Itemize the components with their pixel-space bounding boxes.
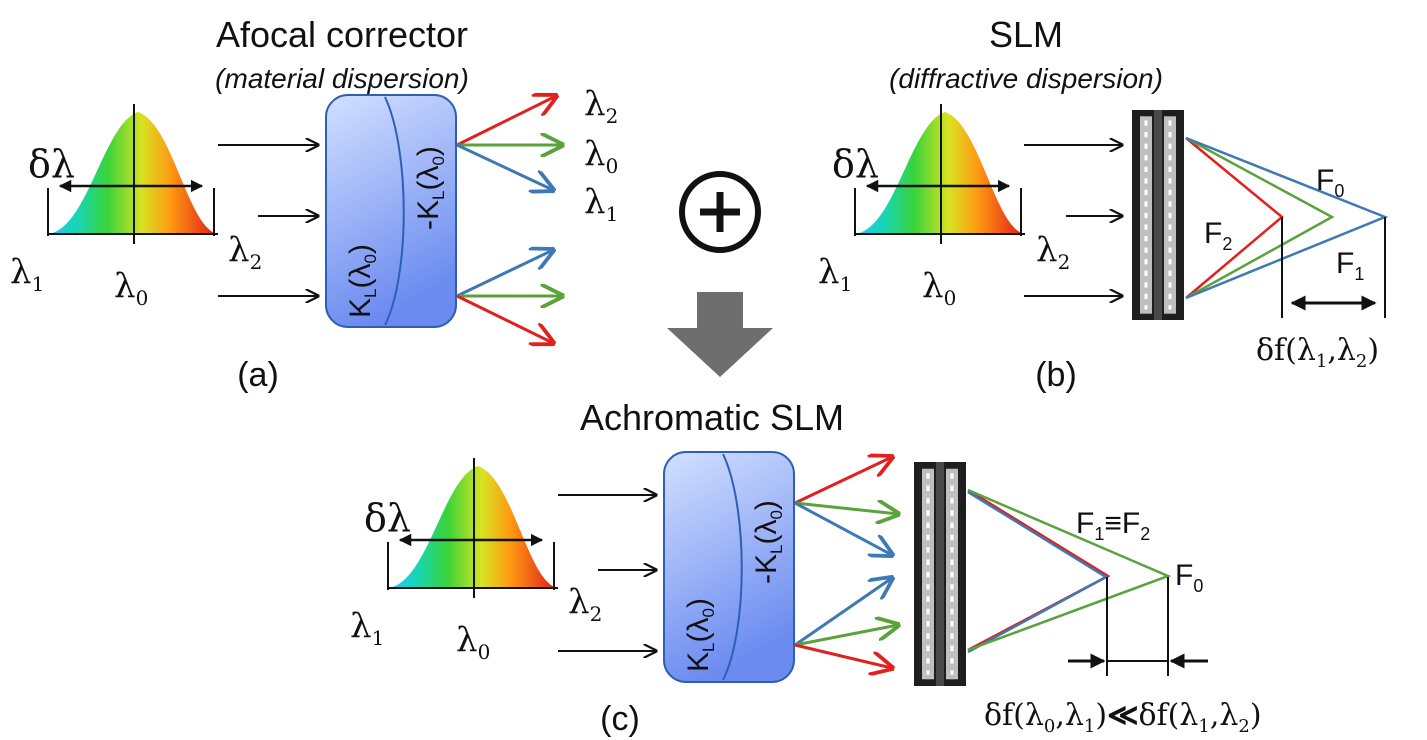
- lambda1-label-b: λ1: [818, 252, 852, 296]
- panel-b-title: SLM: [989, 14, 1063, 55]
- focus-label-f0-b: F0: [1316, 164, 1344, 201]
- afocal-lens-a: KL(λ0) -KL(λ0): [325, 94, 457, 328]
- lambda0-label-a: λ0: [114, 266, 148, 310]
- delta-f-comparison: δf(λ0,λ1)≪δf(λ1,λ2): [984, 698, 1262, 737]
- delta-lambda-label-b: δλ: [832, 142, 879, 186]
- lambda1-label-a: λ1: [10, 252, 44, 296]
- ray-a-red-bottom: [456, 294, 553, 343]
- focus-label-f0-c: F0: [1175, 559, 1203, 596]
- lambda2-label-a: λ2: [228, 230, 262, 274]
- ray-c-red-top: [794, 457, 892, 505]
- focus-label-f1-eq-f2: F1≡F2: [1076, 507, 1150, 544]
- lens-a-left-label: KL(λ0): [344, 244, 380, 318]
- panel-c: Achromatic SLM δλ λ1 λ0 λ2 KL(λ0) -KL(λ0…: [350, 397, 1262, 738]
- ray-b-green: [1185, 136, 1335, 300]
- afocal-lens-c: KL(λ0) -KL(λ0): [663, 451, 795, 683]
- ray-c-focus-green: [967, 488, 1172, 652]
- slm-device-b: [1130, 108, 1186, 322]
- focus-label-f2-b: F2: [1204, 217, 1232, 254]
- lens-a-right-label: -KL(λ0): [412, 146, 448, 230]
- spectrum-b: [854, 104, 1025, 244]
- lens-c-left-label: KL(λ0): [682, 598, 718, 672]
- lambda2-label-c: λ2: [568, 582, 602, 626]
- lambda0-label-b: λ0: [922, 266, 956, 310]
- ray-c-green-top: [794, 503, 898, 514]
- lambda1-label-c: λ1: [350, 606, 384, 650]
- lambda2-label-b: λ2: [1036, 230, 1070, 274]
- ray-b-red: [1185, 137, 1284, 299]
- delta-lambda-label-a: δλ: [28, 142, 75, 186]
- ray-c-blue-bottom: [794, 578, 892, 647]
- out-label-lambda1: λ1: [584, 182, 618, 226]
- panel-c-title: Achromatic SLM: [580, 397, 844, 438]
- panel-b: SLM (diffractive dispersion) δλ λ1 λ0 λ2…: [818, 14, 1389, 394]
- combine-down-arrow: [667, 292, 773, 377]
- delta-lambda-label-c: δλ: [364, 496, 411, 540]
- lambda0-label-c: λ0: [456, 620, 490, 664]
- panel-b-subtitle: (diffractive dispersion): [889, 63, 1163, 94]
- ray-a-blue-bottom: [456, 250, 553, 298]
- out-label-lambda2: λ2: [584, 84, 618, 128]
- panel-a: Afocal corrector (material dispersion) δ…: [10, 14, 618, 394]
- ray-c-green-bottom: [794, 625, 898, 647]
- panel-a-subtitle: (material dispersion): [215, 63, 469, 94]
- spectrum-c: [387, 458, 558, 598]
- out-label-lambda0: λ0: [584, 134, 618, 178]
- slm-device-c: [912, 460, 968, 688]
- ray-a-blue-top: [456, 143, 553, 190]
- spectrum-a: [47, 104, 218, 244]
- panel-b-label: (b): [1035, 356, 1077, 394]
- focus-label-f1-b: F1: [1336, 247, 1364, 284]
- plus-symbol: [679, 171, 761, 253]
- delta-f-label-b: δf(λ1,λ2): [1256, 333, 1379, 372]
- ray-c-red-bottom: [794, 643, 892, 668]
- panel-a-label: (a): [237, 356, 279, 394]
- ray-a-red-top: [456, 96, 556, 147]
- ray-c-blue-top: [794, 501, 892, 555]
- panel-c-label: (c): [600, 700, 640, 738]
- lens-c-right-label: -KL(λ0): [750, 500, 786, 584]
- panel-a-title: Afocal corrector: [216, 14, 468, 55]
